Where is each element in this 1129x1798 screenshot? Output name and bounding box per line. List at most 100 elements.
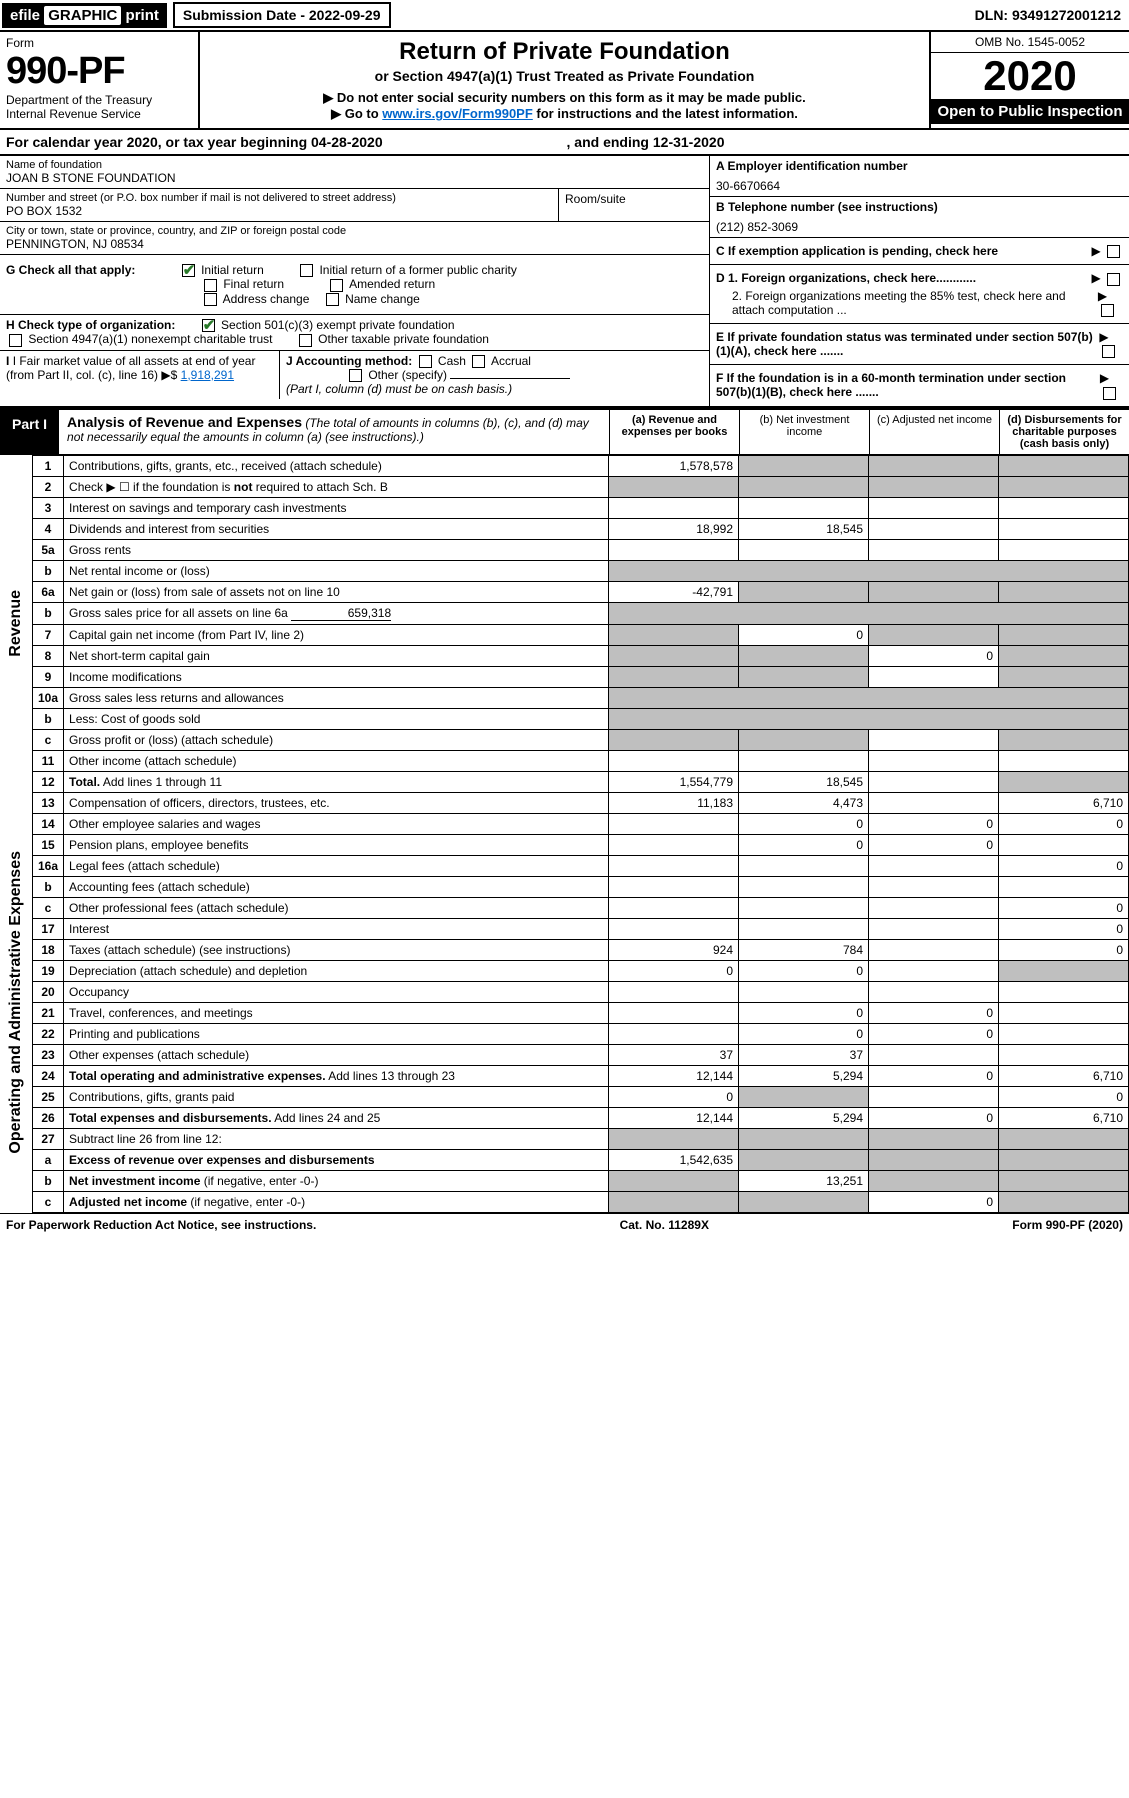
- h-other-taxable[interactable]: [299, 334, 312, 347]
- g-initial-return[interactable]: [182, 264, 195, 277]
- j-opt1: Accrual: [491, 354, 531, 368]
- e-checkbox[interactable]: [1102, 345, 1115, 358]
- line-desc: Net short-term capital gain: [64, 645, 609, 666]
- val-d: [999, 455, 1129, 476]
- val-c: [869, 939, 999, 960]
- line-number: 11: [33, 750, 64, 771]
- table-row: 18Taxes (attach schedule) (see instructi…: [0, 939, 1129, 960]
- val-b: 5,294: [739, 1107, 869, 1128]
- val-b: 18,545: [739, 771, 869, 792]
- table-row: 4Dividends and interest from securities1…: [0, 518, 1129, 539]
- val-b: [739, 855, 869, 876]
- j-cash[interactable]: [419, 355, 432, 368]
- line-number: 10a: [33, 687, 64, 708]
- val-d: [999, 581, 1129, 602]
- line-number: b: [33, 708, 64, 729]
- val-c: [869, 518, 999, 539]
- g-final[interactable]: [204, 279, 217, 292]
- val-c: [869, 855, 999, 876]
- box-d: D 1. Foreign organizations, check here..…: [710, 265, 1129, 324]
- g-addr-change[interactable]: [204, 293, 217, 306]
- val-c: [869, 918, 999, 939]
- c-checkbox[interactable]: [1107, 245, 1120, 258]
- val-b: 5,294: [739, 1065, 869, 1086]
- efile-label: efile GRAPHIC print: [2, 3, 167, 28]
- val-c: 0: [869, 645, 999, 666]
- val-b: 0: [739, 960, 869, 981]
- g-opt3: Amended return: [349, 277, 435, 291]
- table-row: cAdjusted net income (if negative, enter…: [0, 1191, 1129, 1212]
- instr-2: ▶ Go to www.irs.gov/Form990PF for instru…: [210, 106, 919, 122]
- form-link[interactable]: www.irs.gov/Form990PF: [382, 106, 533, 121]
- line-desc: Total. Add lines 1 through 11: [64, 771, 609, 792]
- info-right: A Employer identification number 30-6670…: [709, 156, 1129, 406]
- val-a: [609, 1170, 739, 1191]
- val-d: [999, 1023, 1129, 1044]
- c-label: C If exemption application is pending, c…: [716, 244, 998, 258]
- e-label: E If private foundation status was termi…: [716, 330, 1093, 358]
- main-table: Revenue1Contributions, gifts, grants, et…: [0, 455, 1129, 1213]
- d1-label: D 1. Foreign organizations, check here..…: [716, 271, 976, 285]
- line-desc: Net rental income or (loss): [64, 560, 609, 581]
- revenue-side-label: Revenue: [5, 580, 27, 667]
- city-cell: City or town, state or province, country…: [0, 222, 709, 255]
- line-desc: Gross profit or (loss) (attach schedule): [64, 729, 609, 750]
- j-opt0: Cash: [438, 354, 466, 368]
- part1-title: Analysis of Revenue and Expenses: [67, 414, 302, 430]
- val-d: 0: [999, 813, 1129, 834]
- line-desc: Other income (attach schedule): [64, 750, 609, 771]
- line-desc: Other professional fees (attach schedule…: [64, 897, 609, 918]
- line-desc: Other employee salaries and wages: [64, 813, 609, 834]
- line-desc: Compensation of officers, directors, tru…: [64, 792, 609, 813]
- line-desc: Gross sales less returns and allowances: [64, 687, 609, 708]
- g-initial-former[interactable]: [300, 264, 313, 277]
- h-501c3[interactable]: [202, 319, 215, 332]
- val-a: 11,183: [609, 792, 739, 813]
- table-row: 11Other income (attach schedule): [0, 750, 1129, 771]
- line-number: 17: [33, 918, 64, 939]
- table-row: 26Total expenses and disbursements. Add …: [0, 1107, 1129, 1128]
- val-b: [739, 981, 869, 1002]
- city: PENNINGTON, NJ 08534: [6, 237, 703, 251]
- line-desc: Net investment income (if negative, ente…: [64, 1170, 609, 1191]
- box-i: I I Fair market value of all assets at e…: [0, 351, 280, 400]
- d2-checkbox[interactable]: [1101, 304, 1114, 317]
- val-a: 0: [609, 1086, 739, 1107]
- line-desc: Travel, conferences, and meetings: [64, 1002, 609, 1023]
- d2-label: 2. Foreign organizations meeting the 85%…: [732, 289, 1092, 317]
- g-opt0: Initial return: [201, 263, 264, 277]
- h-4947[interactable]: [9, 334, 22, 347]
- val-d: 0: [999, 855, 1129, 876]
- box-j: J Accounting method: Cash Accrual Other …: [280, 351, 709, 400]
- foundation-name-cell: Name of foundation JOAN B STONE FOUNDATI…: [0, 156, 709, 189]
- val-d: 0: [999, 1086, 1129, 1107]
- val-b: [739, 876, 869, 897]
- col-a-head: (a) Revenue and expenses per books: [609, 410, 739, 454]
- j-accrual[interactable]: [472, 355, 485, 368]
- cal-pre: For calendar year 2020, or tax year begi…: [6, 134, 311, 150]
- val-c: [869, 771, 999, 792]
- g-amended[interactable]: [330, 279, 343, 292]
- i-value[interactable]: 1,918,291: [181, 368, 234, 382]
- d1-checkbox[interactable]: [1107, 273, 1120, 286]
- footer-left: For Paperwork Reduction Act Notice, see …: [6, 1218, 316, 1232]
- table-row: 14Other employee salaries and wages000: [0, 813, 1129, 834]
- table-row: bNet rental income or (loss): [0, 560, 1129, 581]
- table-row: 2Check ▶ ☐ if the foundation is not requ…: [0, 476, 1129, 497]
- form-number: 990-PF: [6, 50, 192, 93]
- val-d: [999, 750, 1129, 771]
- val-d: [999, 981, 1129, 1002]
- f-checkbox[interactable]: [1103, 387, 1116, 400]
- box-g: G Check all that apply: Initial return I…: [0, 255, 709, 315]
- j-other[interactable]: [349, 369, 362, 382]
- instr2-pre: ▶ Go to: [331, 106, 382, 121]
- form-header: Form 990-PF Department of the Treasury I…: [0, 30, 1129, 130]
- val-a: [609, 539, 739, 560]
- line-desc: Excess of revenue over expenses and disb…: [64, 1149, 609, 1170]
- val-b: 0: [739, 834, 869, 855]
- cal-end: 12-31-2020: [653, 134, 725, 150]
- val-a: [609, 981, 739, 1002]
- g-name-change[interactable]: [326, 293, 339, 306]
- grey-cell: [609, 560, 1129, 581]
- line-number: 3: [33, 497, 64, 518]
